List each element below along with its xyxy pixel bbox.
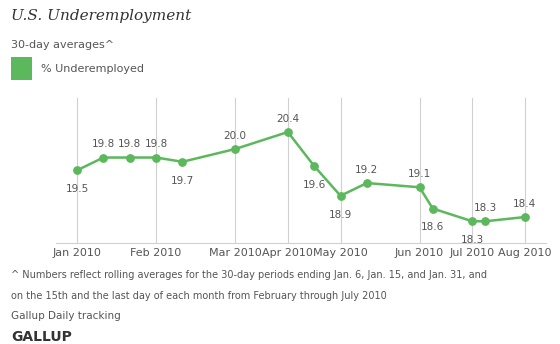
Text: 19.7: 19.7 [171, 176, 194, 186]
Text: 20.0: 20.0 [223, 131, 246, 141]
Text: U.S. Underemployment: U.S. Underemployment [11, 9, 192, 23]
Point [152, 155, 161, 160]
Point [283, 129, 292, 135]
Text: 19.5: 19.5 [66, 184, 88, 194]
Text: GALLUP: GALLUP [11, 330, 72, 344]
Point [468, 218, 477, 224]
Point [428, 206, 437, 211]
Text: on the 15th and the last day of each month from February through July 2010: on the 15th and the last day of each mon… [11, 291, 387, 301]
Point [481, 218, 490, 224]
Point [125, 155, 134, 160]
Text: 18.3: 18.3 [474, 203, 497, 213]
Text: 18.3: 18.3 [461, 235, 484, 245]
Text: 20.4: 20.4 [276, 114, 300, 124]
Point [520, 214, 529, 220]
Point [310, 163, 319, 169]
Text: 19.6: 19.6 [302, 180, 326, 190]
Point [73, 168, 82, 173]
Text: 19.8: 19.8 [92, 139, 115, 149]
Text: ^ Numbers reflect rolling averages for the 30-day periods ending Jan. 6, Jan. 15: ^ Numbers reflect rolling averages for t… [11, 270, 487, 280]
Point [178, 159, 187, 164]
Text: 19.2: 19.2 [355, 165, 379, 175]
Text: Gallup Daily tracking: Gallup Daily tracking [11, 311, 121, 321]
Text: % Underemployed: % Underemployed [41, 64, 144, 74]
Text: 18.6: 18.6 [421, 223, 444, 233]
Text: 30-day averages^: 30-day averages^ [11, 40, 114, 50]
Point [99, 155, 108, 160]
Text: 18.4: 18.4 [514, 199, 536, 209]
Point [336, 193, 345, 198]
Text: 19.8: 19.8 [144, 139, 168, 149]
Point [362, 180, 371, 186]
Text: 18.9: 18.9 [329, 209, 352, 220]
Text: 19.8: 19.8 [118, 139, 141, 149]
Text: 19.1: 19.1 [408, 169, 431, 179]
Point [231, 146, 240, 152]
Point [415, 184, 424, 190]
